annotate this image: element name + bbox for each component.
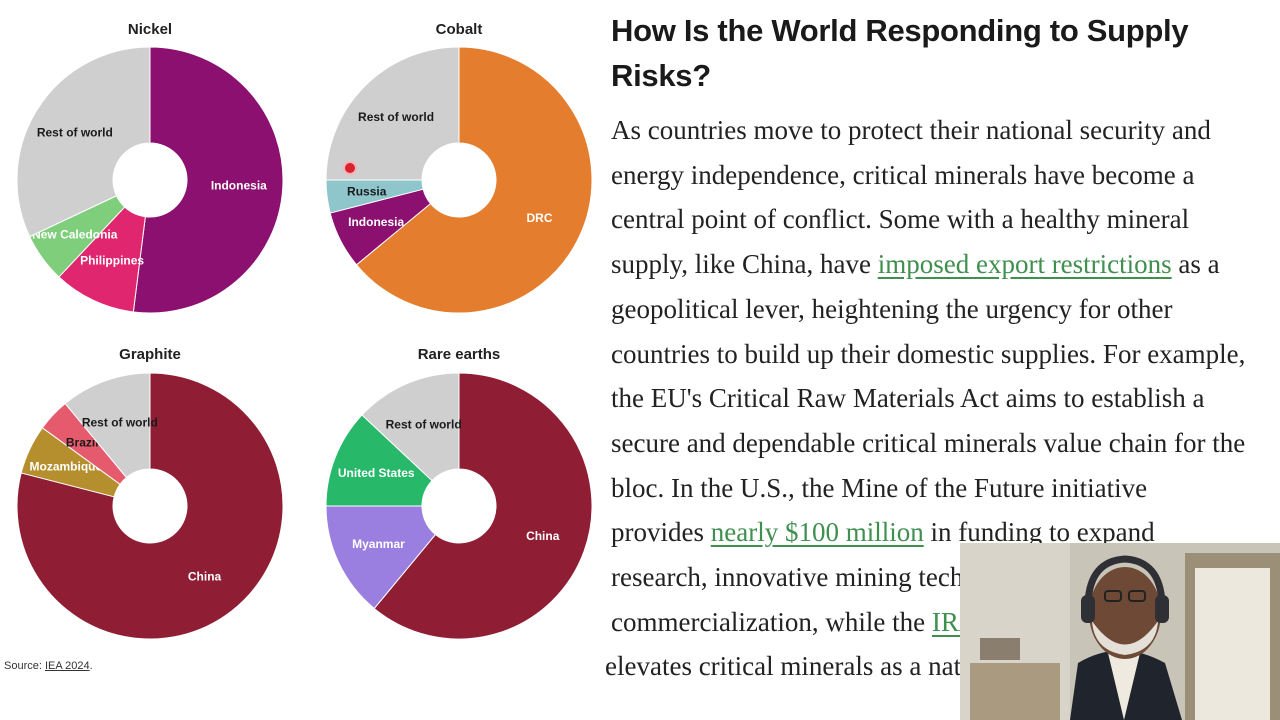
slice-label: DRC	[527, 211, 553, 225]
body-line: As countries move to protect their natio…	[611, 115, 1211, 145]
slice-label: Rest of world	[358, 110, 434, 124]
chart-title: Rare earths	[418, 346, 501, 363]
slice-label: Myanmar	[352, 537, 405, 551]
slice-label: Philippines	[80, 254, 144, 268]
article: How Is the World Responding to Supply Ri…	[605, 8, 1279, 689]
slice-label: New Caledonia	[32, 228, 118, 242]
recording-cursor-icon	[343, 161, 357, 175]
slice-label: Indonesia	[348, 215, 404, 229]
slice-label: Russia	[347, 185, 387, 199]
donut-slice	[361, 372, 460, 482]
presenter-video	[960, 543, 1280, 720]
chart-title: Nickel	[128, 21, 172, 38]
donut-slice	[16, 46, 151, 238]
body-line: central point of conflict. Some with a h…	[611, 204, 1190, 235]
body-text: in funding to expand	[923, 517, 1155, 548]
webcam-overlay	[960, 543, 1280, 720]
body-line: elevates critical minerals as a national	[605, 651, 1016, 682]
heading-line-2: Risks?	[611, 58, 711, 93]
slice-label: China	[526, 529, 560, 543]
body-line: provides nearly $100 million in funding …	[611, 510, 1279, 555]
export-restrictions-link[interactable]: imposed export restrictions	[877, 249, 1172, 280]
donut-charts-panel: Nickel Indonesia Philippines New Caledonia R…	[16, 21, 593, 640]
donut-slice	[355, 46, 593, 314]
slice-label: Indonesia	[211, 179, 267, 193]
donut-slice	[373, 372, 593, 640]
funding-link[interactable]: nearly $100 million	[710, 517, 924, 548]
source-note: Source: IEA 2024.	[4, 660, 93, 672]
body-text: commercialization, while the	[611, 606, 932, 637]
body-line: geopolitical lever, heightening the urge…	[611, 293, 1173, 324]
donut-slice	[64, 372, 151, 479]
body-line: bloc. In the U.S., the Mine of the Futur…	[611, 472, 1148, 503]
slice-label: United States	[338, 466, 415, 480]
chart-title: Graphite	[119, 346, 181, 363]
slice-label: Mozambique	[30, 459, 103, 473]
heading-line-1: How Is the World Responding to Supply	[611, 13, 1189, 48]
slice-label: Rest of world	[37, 125, 113, 139]
body-line: countries to build up their domestic sup…	[611, 338, 1246, 369]
chart-title: Cobalt	[436, 21, 483, 38]
source-link[interactable]: IEA 2024	[44, 660, 90, 672]
body-text: provides	[611, 517, 711, 548]
slice-label: Rest of world	[82, 415, 158, 429]
body-text: supply, like China, have	[611, 249, 878, 280]
body-line: secure and dependable critical minerals …	[611, 427, 1246, 458]
body-text: as a	[1171, 249, 1220, 280]
slice-label: Rest of world	[386, 417, 462, 431]
source-prefix: Source:	[4, 660, 45, 672]
body-line: energy independence, critical minerals h…	[611, 159, 1195, 190]
slice-label: Brazil	[66, 435, 99, 449]
donut-slice	[16, 372, 284, 640]
section-heading: How Is the World Responding to Supply Ri…	[611, 8, 1279, 98]
body-line: the EU's Critical Raw Materials Act aims…	[611, 383, 1205, 414]
body-line: supply, like China, have imposed export …	[611, 242, 1279, 287]
donut-slice	[132, 46, 284, 314]
donut-slice	[325, 414, 433, 507]
donut-slice	[325, 505, 437, 610]
donut-slice	[325, 46, 460, 181]
source-suffix: .	[89, 660, 93, 672]
slice-label: China	[188, 569, 222, 583]
article-body: As countries move to protect their natio…	[605, 108, 1279, 689]
